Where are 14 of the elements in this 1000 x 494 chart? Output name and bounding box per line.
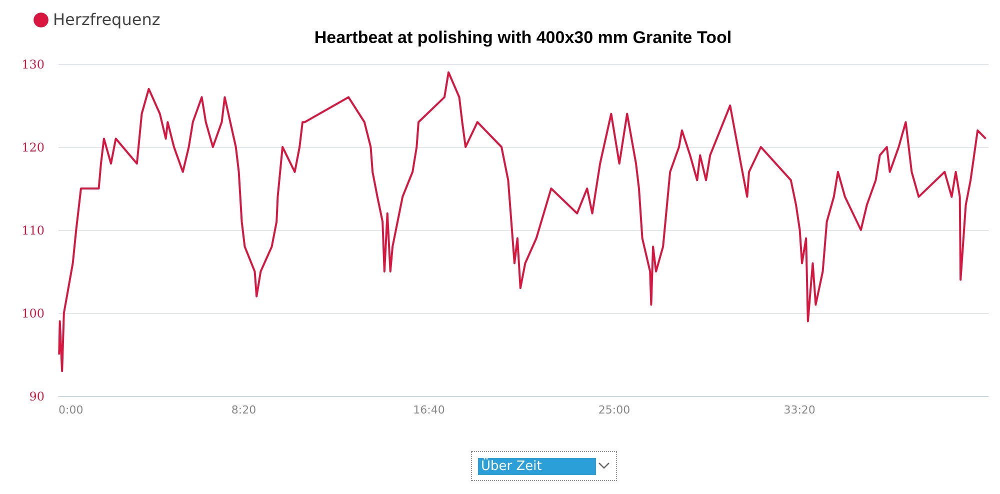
line-series — [58, 71, 987, 372]
y-tick-label: 110 — [22, 224, 44, 238]
x-tick-label: 33:20 — [784, 404, 816, 416]
y-tick-label: 90 — [29, 390, 44, 404]
x-tick-label: 0:00 — [58, 404, 84, 416]
y-tick-label: 100 — [22, 306, 44, 320]
x-tick-label: 25:00 — [598, 404, 630, 416]
y-tick-label: 120 — [22, 140, 44, 154]
x-tick-label: 8:20 — [231, 404, 256, 416]
y-tick-label: 130 — [22, 58, 44, 72]
dropdown-menu: Über Zeit — [471, 451, 617, 481]
legend-label: Herzfrequenz — [53, 10, 160, 29]
chart-title: Heartbeat at polishing with 400x30 mm Granite Tool — [313, 28, 733, 48]
x-tick-label: 16:40 — [413, 404, 445, 416]
